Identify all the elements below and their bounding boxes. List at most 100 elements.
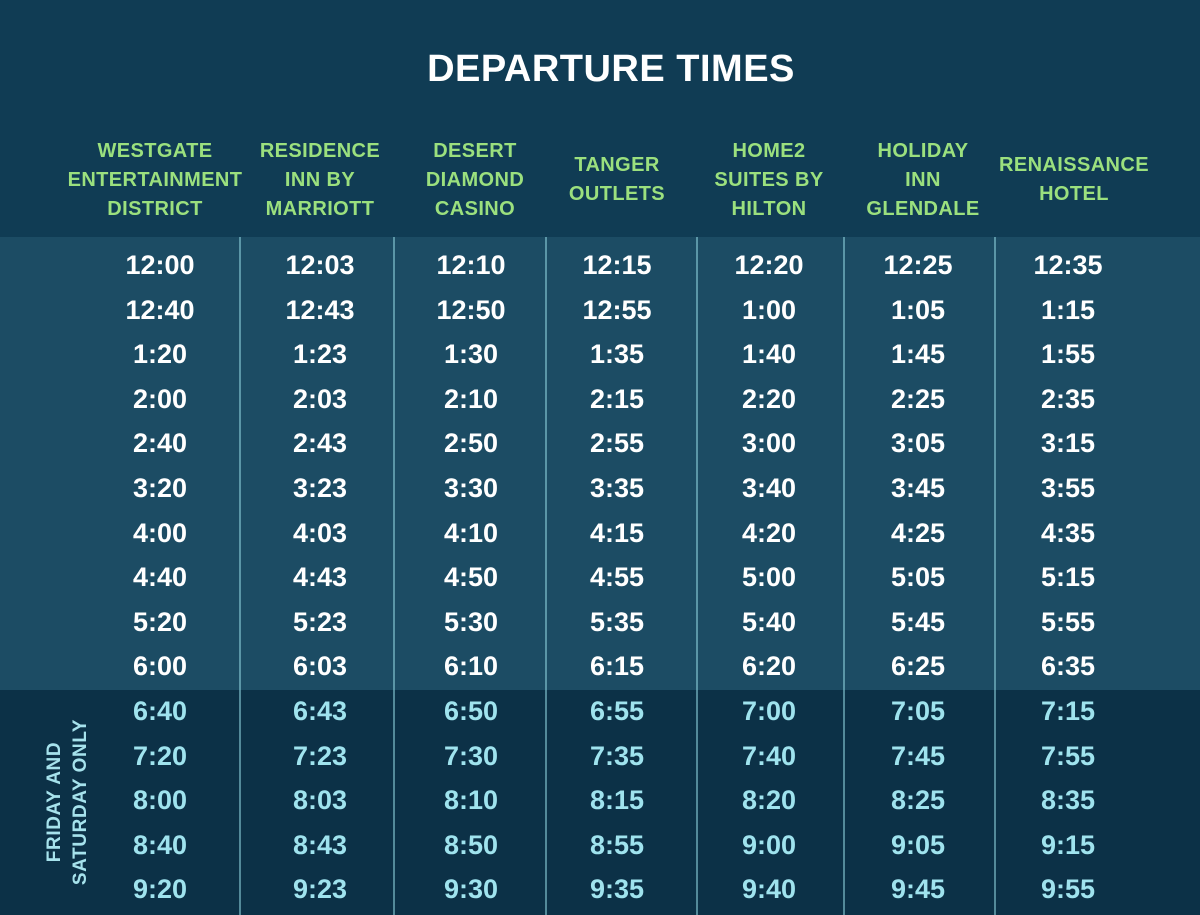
time-cell-home2-suites: 9:00 (741, 829, 797, 860)
time-cell-westgate: 8:40 (132, 829, 188, 860)
time-cell-holiday-inn: 2:25 (890, 383, 946, 414)
time-cell-renaissance: 7:55 (1040, 740, 1096, 771)
time-cell-residence-inn: 9:23 (292, 874, 348, 905)
time-cell-westgate: 9:20 (132, 874, 188, 905)
page-title: DEPARTURE TIMES (427, 48, 795, 90)
time-cell-desert-diamond: 7:30 (443, 740, 499, 771)
daily-schedule-section (0, 237, 1200, 690)
time-cell-westgate: 7:20 (132, 740, 188, 771)
time-cell-residence-inn: 6:43 (292, 695, 348, 726)
schedule-row: 1:20 1:23 1:30 1:35 1:40 1:45 1:55 (0, 332, 1200, 377)
time-cell-home2-suites: 7:00 (741, 695, 797, 726)
time-cell-tanger-outlets: 8:15 (589, 785, 645, 816)
time-cell-home2-suites: 5:00 (741, 562, 797, 593)
time-cell-renaissance: 1:55 (1040, 339, 1096, 370)
time-cell-renaissance: 6:35 (1040, 651, 1096, 682)
time-cell-westgate: 3:20 (132, 472, 188, 503)
column-header-westgate: WESTGATE ENTERTAINMENT DISTRICT (67, 139, 243, 220)
time-cell-desert-diamond: 8:10 (443, 785, 499, 816)
time-cell-desert-diamond: 2:10 (443, 383, 499, 414)
time-cell-home2-suites: 7:40 (741, 740, 797, 771)
time-cell-tanger-outlets: 12:15 (582, 250, 652, 280)
time-cell-residence-inn: 7:23 (292, 740, 348, 771)
column-divider (994, 237, 996, 915)
schedule-row: 12:00 12:03 12:10 12:15 12:20 12:25 12:35 (0, 243, 1200, 288)
weekend-schedule-row: 9:20 9:23 9:30 9:35 9:40 9:45 9:55 (0, 867, 1200, 912)
time-cell-holiday-inn: 12:25 (883, 250, 953, 280)
time-cell-renaissance: 9:55 (1040, 874, 1096, 905)
time-cell-holiday-inn: 7:45 (890, 740, 946, 771)
time-cell-home2-suites: 3:40 (741, 472, 797, 503)
time-cell-renaissance: 3:55 (1040, 472, 1096, 503)
time-cell-desert-diamond: 9:30 (443, 874, 499, 905)
time-cell-home2-suites: 5:40 (741, 606, 797, 637)
time-cell-residence-inn: 3:23 (292, 472, 348, 503)
time-cell-desert-diamond: 5:30 (443, 606, 499, 637)
schedule-row: 3:20 3:23 3:30 3:35 3:40 3:45 3:55 (0, 466, 1200, 511)
time-cell-holiday-inn: 5:45 (890, 606, 946, 637)
time-cell-tanger-outlets: 1:35 (589, 339, 645, 370)
time-cell-westgate: 6:40 (132, 695, 188, 726)
time-cell-renaissance: 9:15 (1040, 829, 1096, 860)
time-cell-westgate: 4:00 (132, 517, 188, 548)
time-cell-desert-diamond: 6:50 (443, 695, 499, 726)
time-cell-holiday-inn: 7:05 (890, 695, 946, 726)
time-cell-home2-suites: 8:20 (741, 785, 797, 816)
time-cell-home2-suites: 1:40 (741, 339, 797, 370)
schedule-row: 12:40 12:43 12:50 12:55 1:00 1:05 1:15 (0, 288, 1200, 333)
time-cell-residence-inn: 8:03 (292, 785, 348, 816)
time-cell-home2-suites: 1:00 (741, 294, 797, 325)
column-divider (696, 237, 698, 915)
time-cell-holiday-inn: 6:25 (890, 651, 946, 682)
time-cell-home2-suites: 3:00 (741, 428, 797, 459)
time-cell-desert-diamond: 2:50 (443, 428, 499, 459)
time-cell-holiday-inn: 3:45 (890, 472, 946, 503)
time-cell-holiday-inn: 9:45 (890, 874, 946, 905)
time-cell-home2-suites: 6:20 (741, 651, 797, 682)
column-header-holiday-inn: HOLIDAY INN GLENDALE (866, 139, 980, 220)
time-cell-renaissance: 8:35 (1040, 785, 1096, 816)
time-cell-westgate: 5:20 (132, 606, 188, 637)
time-cell-renaissance: 5:55 (1040, 606, 1096, 637)
time-cell-residence-inn: 12:03 (285, 250, 355, 280)
time-cell-desert-diamond: 12:50 (436, 294, 506, 325)
time-cell-holiday-inn: 3:05 (890, 428, 946, 459)
time-cell-tanger-outlets: 7:35 (589, 740, 645, 771)
time-cell-desert-diamond: 1:30 (443, 339, 499, 370)
time-cell-home2-suites: 12:20 (734, 250, 804, 280)
time-cell-holiday-inn: 5:05 (890, 562, 946, 593)
time-cell-westgate: 12:00 (125, 250, 195, 280)
time-cell-residence-inn: 2:03 (292, 383, 348, 414)
header: DEPARTURE TIMES WESTGATE ENTERTAINMENT D… (0, 0, 1200, 237)
time-cell-residence-inn: 4:03 (292, 517, 348, 548)
time-cell-home2-suites: 4:20 (741, 517, 797, 548)
time-cell-holiday-inn: 8:25 (890, 785, 946, 816)
time-cell-tanger-outlets: 2:55 (589, 428, 645, 459)
column-divider (393, 237, 395, 915)
time-cell-home2-suites: 9:40 (741, 874, 797, 905)
time-cell-desert-diamond: 3:30 (443, 472, 499, 503)
column-header-residence-inn: RESIDENCE INN BY MARRIOTT (259, 139, 381, 220)
schedule-row: 6:00 6:03 6:10 6:15 6:20 6:25 6:35 (0, 644, 1200, 689)
time-cell-desert-diamond: 8:50 (443, 829, 499, 860)
schedule-row: 4:40 4:43 4:50 4:55 5:00 5:05 5:15 (0, 555, 1200, 600)
weekend-schedule-section (0, 690, 1200, 915)
time-cell-tanger-outlets: 6:15 (589, 651, 645, 682)
column-divider (843, 237, 845, 915)
schedule-row: 2:40 2:43 2:50 2:55 3:00 3:05 3:15 (0, 421, 1200, 466)
time-cell-renaissance: 2:35 (1040, 383, 1096, 414)
time-cell-westgate: 6:00 (132, 651, 188, 682)
column-header-desert-diamond: DESERT DIAMOND CASINO (425, 139, 525, 220)
time-cell-tanger-outlets: 6:55 (589, 695, 645, 726)
column-header-home2-suites: HOME2 SUITES BY HILTON (714, 139, 824, 220)
time-cell-tanger-outlets: 2:15 (589, 383, 645, 414)
weekend-schedule-row: 8:00 8:03 8:10 8:15 8:20 8:25 8:35 (0, 778, 1200, 823)
time-cell-residence-inn: 8:43 (292, 829, 348, 860)
time-cell-westgate: 1:20 (132, 339, 188, 370)
time-cell-desert-diamond: 4:50 (443, 562, 499, 593)
time-cell-westgate: 4:40 (132, 562, 188, 593)
time-cell-residence-inn: 2:43 (292, 428, 348, 459)
time-cell-renaissance: 5:15 (1040, 562, 1096, 593)
time-cell-renaissance: 4:35 (1040, 517, 1096, 548)
time-cell-tanger-outlets: 3:35 (589, 472, 645, 503)
